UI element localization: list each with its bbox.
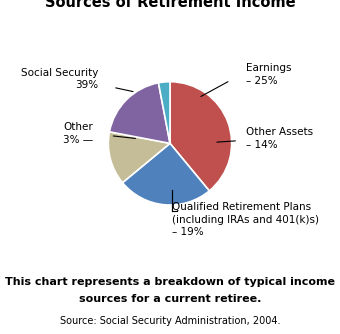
Text: Earnings
– 25%: Earnings – 25%: [246, 63, 292, 86]
Title: Sources of Retirement Income: Sources of Retirement Income: [45, 0, 295, 10]
Text: This chart represents a breakdown of typical income: This chart represents a breakdown of typ…: [5, 277, 335, 287]
Wedge shape: [109, 83, 170, 143]
Text: Social Security
39%: Social Security 39%: [21, 68, 99, 91]
Text: Qualified Retirement Plans
(including IRAs and 401(k)s)
– 19%: Qualified Retirement Plans (including IR…: [172, 202, 320, 237]
Text: sources for a current retiree.: sources for a current retiree.: [79, 294, 261, 304]
Wedge shape: [170, 82, 232, 191]
Wedge shape: [122, 143, 209, 205]
Text: Other
3% —: Other 3% —: [64, 122, 94, 145]
Text: Other Assets
– 14%: Other Assets – 14%: [246, 127, 313, 150]
Wedge shape: [108, 132, 170, 183]
Wedge shape: [158, 82, 170, 143]
Text: Source: Social Security Administration, 2004.: Source: Social Security Administration, …: [60, 316, 280, 326]
